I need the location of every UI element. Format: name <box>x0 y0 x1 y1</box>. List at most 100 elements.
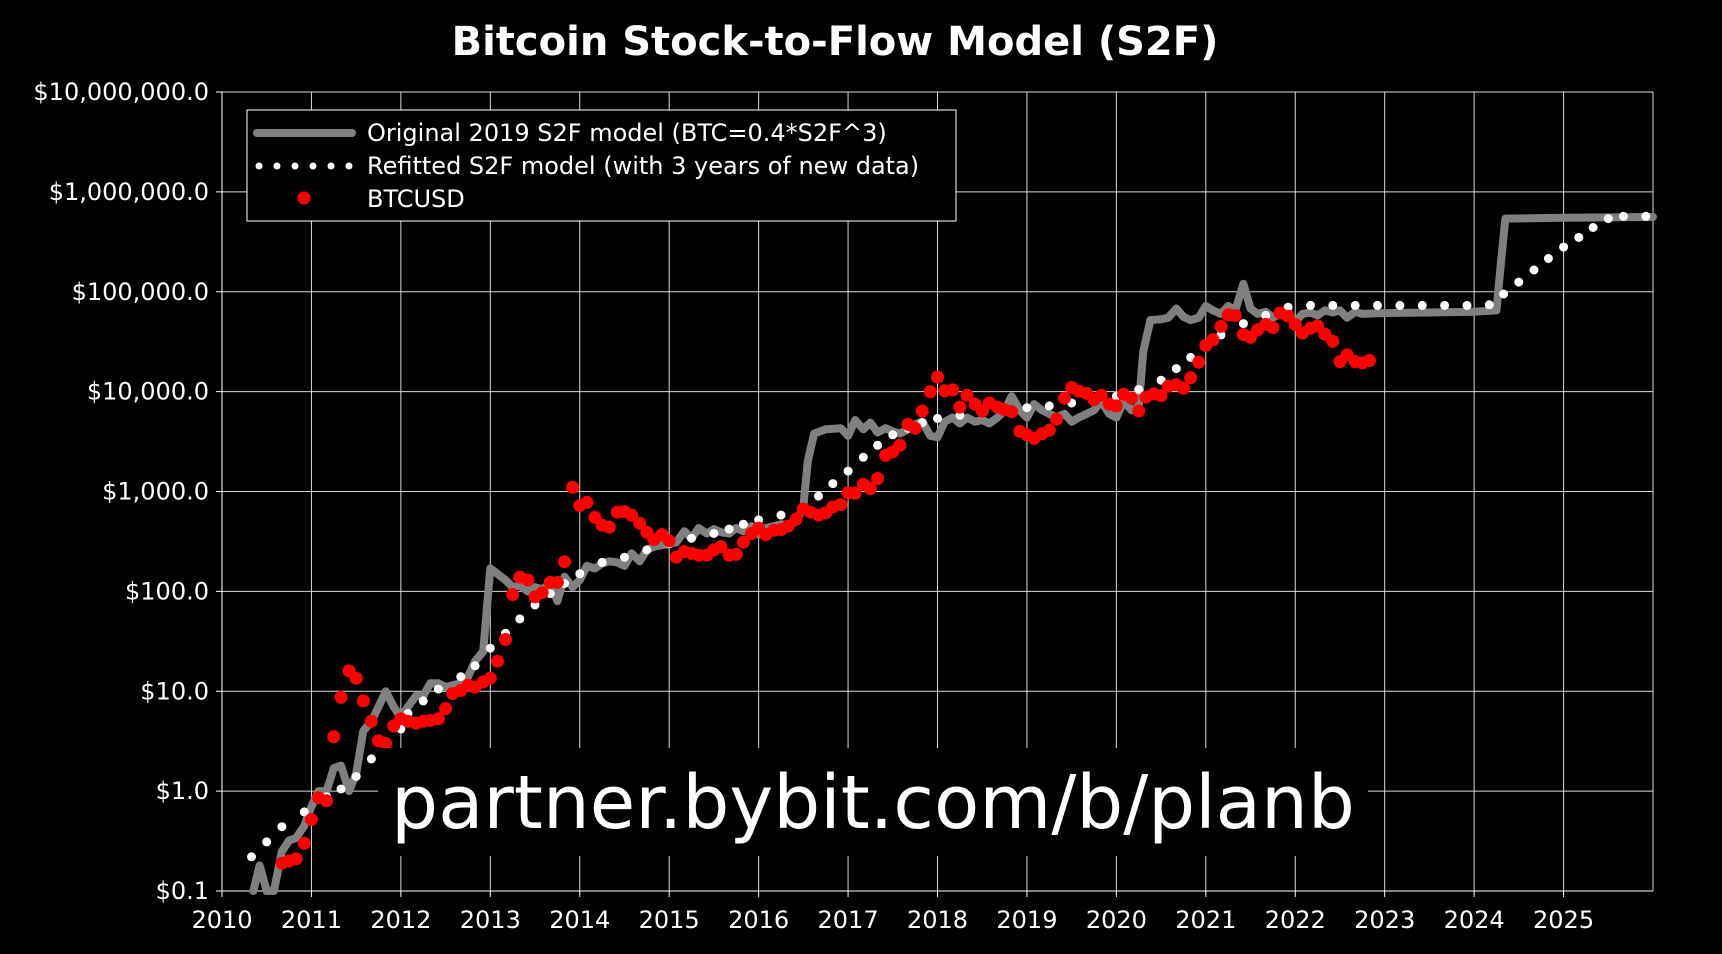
legend: Original 2019 S2F model (BTC=0.4*S2F^3) … <box>246 109 957 222</box>
btcusd-point <box>662 534 676 548</box>
refitted-s2f-point <box>1574 232 1584 242</box>
btcusd-point <box>1288 318 1302 331</box>
refitted-s2f-point <box>1484 300 1494 310</box>
legend-dot <box>291 162 299 170</box>
refitted-s2f-point <box>1514 277 1524 287</box>
btcusd-point <box>1363 354 1376 367</box>
refitted-s2f-point <box>1395 300 1405 310</box>
btcusd-point <box>736 535 750 549</box>
refitted-s2f-point <box>687 533 696 543</box>
refitted-s2f-point <box>247 852 256 862</box>
x-tick-label: 2012 <box>370 906 431 934</box>
legend-dot <box>345 162 353 170</box>
refitted-s2f-point <box>1462 300 1472 310</box>
x-tick-label: 2024 <box>1444 906 1505 934</box>
y-tick-label: $100,000.0 <box>72 278 209 306</box>
x-tick-label: 2013 <box>460 906 521 934</box>
btcusd-point <box>364 714 378 728</box>
btcusd-point <box>349 671 363 685</box>
legend-dot <box>255 162 263 170</box>
refitted-s2f-point <box>1261 310 1271 320</box>
btcusd-point <box>1326 334 1340 348</box>
btcusd-point <box>1184 371 1198 385</box>
btcusd-point <box>1154 389 1168 403</box>
btcusd-point <box>356 694 370 708</box>
y-tick-label: $10.0 <box>140 677 209 705</box>
refitted-s2f-point <box>1171 364 1181 374</box>
btcusd-point <box>1050 412 1063 426</box>
refitted-s2f-point <box>709 529 719 538</box>
refitted-s2f-point <box>873 440 883 450</box>
btcusd-point <box>550 575 564 589</box>
legend-label-btcusd: BTCUSD <box>367 185 465 213</box>
y-tick-label: $0.1 <box>156 877 209 905</box>
y-axis: $0.1 $1.0 $10.0 $100.0 $1,000.0 $10,000.0 $100… <box>33 78 222 905</box>
refitted-s2f-point <box>814 491 823 501</box>
refitted-s2f-point <box>1022 403 1032 413</box>
btcusd-point <box>491 654 504 668</box>
refitted-s2f-point <box>299 807 309 817</box>
refitted-s2f-point <box>858 452 868 462</box>
original-s2f-model-line <box>249 213 1657 895</box>
y-tick-label: $10,000,000.0 <box>33 78 209 106</box>
x-tick-label: 2016 <box>728 906 789 934</box>
y-tick-label: $1,000.0 <box>102 478 209 506</box>
refitted-s2f-point <box>515 614 525 624</box>
refitted-s2f-point <box>597 557 607 567</box>
refitted-s2f-point <box>888 430 898 440</box>
refitted-s2f-point <box>1044 401 1054 411</box>
refitted-s2f-point <box>1529 265 1539 275</box>
btcusd-point <box>960 388 974 402</box>
refitted-s2f-point <box>1559 242 1569 252</box>
btcusd-point <box>1058 391 1071 405</box>
refitted-s2f-point <box>1543 254 1553 263</box>
btcusd-point <box>431 712 445 726</box>
refitted-s2f-point <box>1306 300 1315 310</box>
btcusd-point <box>1228 309 1242 322</box>
legend-marker-btcusd <box>297 191 311 205</box>
btcusd-point <box>320 794 334 808</box>
btcusd-point <box>1109 399 1123 413</box>
btcusd-point <box>1094 388 1108 402</box>
btcusd-point <box>1042 423 1056 437</box>
refitted-s2f-point <box>738 519 748 529</box>
refitted-s2f-point <box>1499 289 1509 299</box>
btcusd-point <box>506 588 520 601</box>
btcusd-point <box>923 385 937 399</box>
btcusd-point <box>953 400 967 414</box>
refitted-s2f-point <box>620 552 629 562</box>
refitted-s2f-point <box>933 413 942 423</box>
refitted-s2f-point <box>351 772 361 781</box>
refitted-s2f-point <box>1134 385 1144 394</box>
refitted-s2f-point <box>470 661 480 671</box>
y-tick-label: $100.0 <box>125 577 209 605</box>
btcusd-point <box>327 730 341 744</box>
x-axis: 2010 2011 2012 2013 2014 2015 2016 2017 2018 2019… <box>191 891 1594 934</box>
watermark: partner.bybit.com/b/planb <box>378 748 1368 856</box>
legend-dot <box>327 162 335 170</box>
btcusd-point <box>871 472 885 485</box>
watermark-text: partner.bybit.com/b/planb <box>391 760 1355 846</box>
btcusd-point <box>863 482 877 496</box>
legend-dot <box>309 162 317 170</box>
refitted-s2f-point <box>642 545 652 555</box>
refitted-s2f-point <box>724 524 734 534</box>
refitted-s2f-point <box>1641 211 1651 221</box>
refitted-s2f-point <box>776 510 786 520</box>
refitted-s2f-point <box>456 672 466 682</box>
x-tick-label: 2018 <box>907 906 968 934</box>
refitted-s2f-point <box>1350 300 1360 310</box>
btcusd-point <box>625 508 639 522</box>
btcusd-point <box>1125 391 1139 405</box>
x-tick-label: 2019 <box>996 906 1057 934</box>
btcusd-point <box>1266 321 1280 335</box>
btcusd-point <box>834 498 848 512</box>
legend-label-refitted: Refitted S2F model (with 3 years of new … <box>367 152 919 180</box>
watermark-background <box>378 748 1368 856</box>
y-tick-label: $1,000,000.0 <box>49 178 209 206</box>
btcusd-point <box>1192 355 1206 369</box>
refitted-s2f-point <box>1373 300 1382 310</box>
btcusd-point <box>789 512 803 526</box>
btcusd-point <box>848 486 862 500</box>
